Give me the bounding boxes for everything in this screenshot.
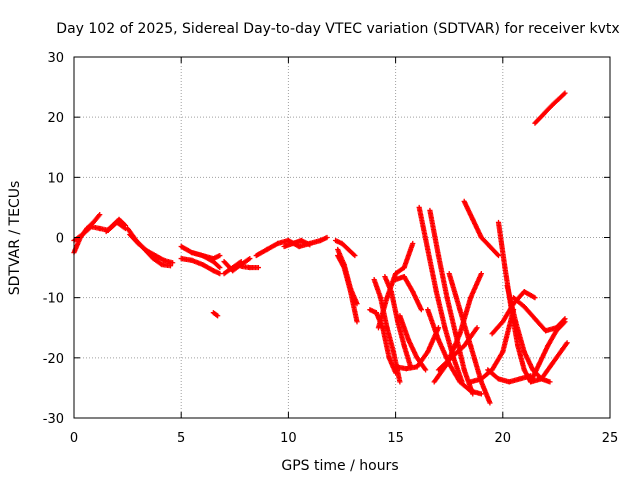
data-point <box>354 319 360 325</box>
data-point <box>435 325 442 331</box>
series-track-24 <box>393 325 442 372</box>
y-tick-label: 20 <box>47 111 64 126</box>
y-tick-label: -20 <box>43 352 64 367</box>
data-point <box>478 391 484 397</box>
series-track-09 <box>210 310 221 319</box>
data-point <box>494 251 501 258</box>
series-track-22 <box>393 274 424 313</box>
data-point <box>170 260 176 266</box>
data-point <box>487 400 493 406</box>
series-track-34 <box>485 367 534 385</box>
chart-title: Day 102 of 2025, Sidereal Day-to-day VTE… <box>56 21 619 37</box>
data-point <box>562 319 568 325</box>
axis-ticks: 0 5 10 15 20 25 -30 -20 -10 0 10 20 30 <box>43 51 619 446</box>
series-track-38 <box>528 319 568 385</box>
series-track-08 <box>189 249 223 262</box>
series-track-21 <box>375 240 416 331</box>
series-track-17 <box>335 246 360 307</box>
data-point <box>410 240 416 247</box>
data-point <box>324 234 330 241</box>
series-track-35 <box>504 283 553 385</box>
data-point <box>255 264 261 271</box>
series-track-11 <box>221 258 244 277</box>
data-point <box>247 255 253 262</box>
data-points <box>71 90 570 406</box>
series-track-03 <box>103 216 129 235</box>
data-point <box>495 252 502 259</box>
series-track-39 <box>528 340 570 385</box>
data-point <box>238 258 244 265</box>
series-track-16 <box>335 252 360 325</box>
x-tick-label: 15 <box>387 431 404 446</box>
data-point <box>564 340 570 346</box>
series-track-18 <box>382 274 414 370</box>
data-point <box>561 91 567 97</box>
x-tick-label: 0 <box>70 431 78 446</box>
data-point <box>547 379 553 385</box>
series-track-14 <box>281 237 313 250</box>
series-track-05 <box>127 231 176 266</box>
y-tick-label: -30 <box>43 412 64 427</box>
x-tick-label: 10 <box>280 431 297 446</box>
y-tick-label: 30 <box>47 51 64 66</box>
x-tick-label: 20 <box>495 431 512 446</box>
data-point <box>397 379 403 385</box>
y-axis-label: SDTVAR / TECUs <box>7 181 23 296</box>
data-point <box>418 307 424 313</box>
data-point <box>97 212 103 218</box>
data-point <box>354 301 360 307</box>
grid-lines <box>74 57 610 418</box>
data-point <box>423 367 429 373</box>
series-track-27 <box>446 271 493 406</box>
series-track-28 <box>461 198 502 259</box>
data-point <box>167 263 174 269</box>
series-track-07 <box>178 255 223 277</box>
data-point <box>532 295 538 301</box>
data-point <box>352 252 358 259</box>
x-axis-label: GPS time / hours <box>281 458 398 474</box>
data-point <box>216 263 222 270</box>
series-track-12 <box>238 263 261 271</box>
data-point <box>215 313 221 319</box>
series-track-36 <box>489 289 538 337</box>
data-point <box>122 222 129 229</box>
data-point <box>561 320 567 326</box>
x-tick-label: 25 <box>602 431 619 446</box>
data-point <box>213 312 220 318</box>
series-track-37 <box>510 295 568 334</box>
series-track-32 <box>468 307 517 385</box>
data-point <box>121 221 127 228</box>
series-track-01 <box>71 212 103 256</box>
x-tick-label: 5 <box>177 431 185 446</box>
data-point <box>217 252 223 259</box>
data-point <box>351 251 357 258</box>
y-tick-label: -10 <box>43 292 64 307</box>
data-point <box>562 90 568 96</box>
y-tick-label: 0 <box>56 232 64 247</box>
data-point <box>474 325 480 331</box>
series-track-31 <box>435 325 480 373</box>
data-point <box>478 271 484 277</box>
data-point <box>217 264 223 271</box>
series-track-15 <box>332 237 358 259</box>
y-tick-label: 10 <box>47 171 64 186</box>
data-point <box>307 242 313 248</box>
series-track-40 <box>532 90 568 126</box>
